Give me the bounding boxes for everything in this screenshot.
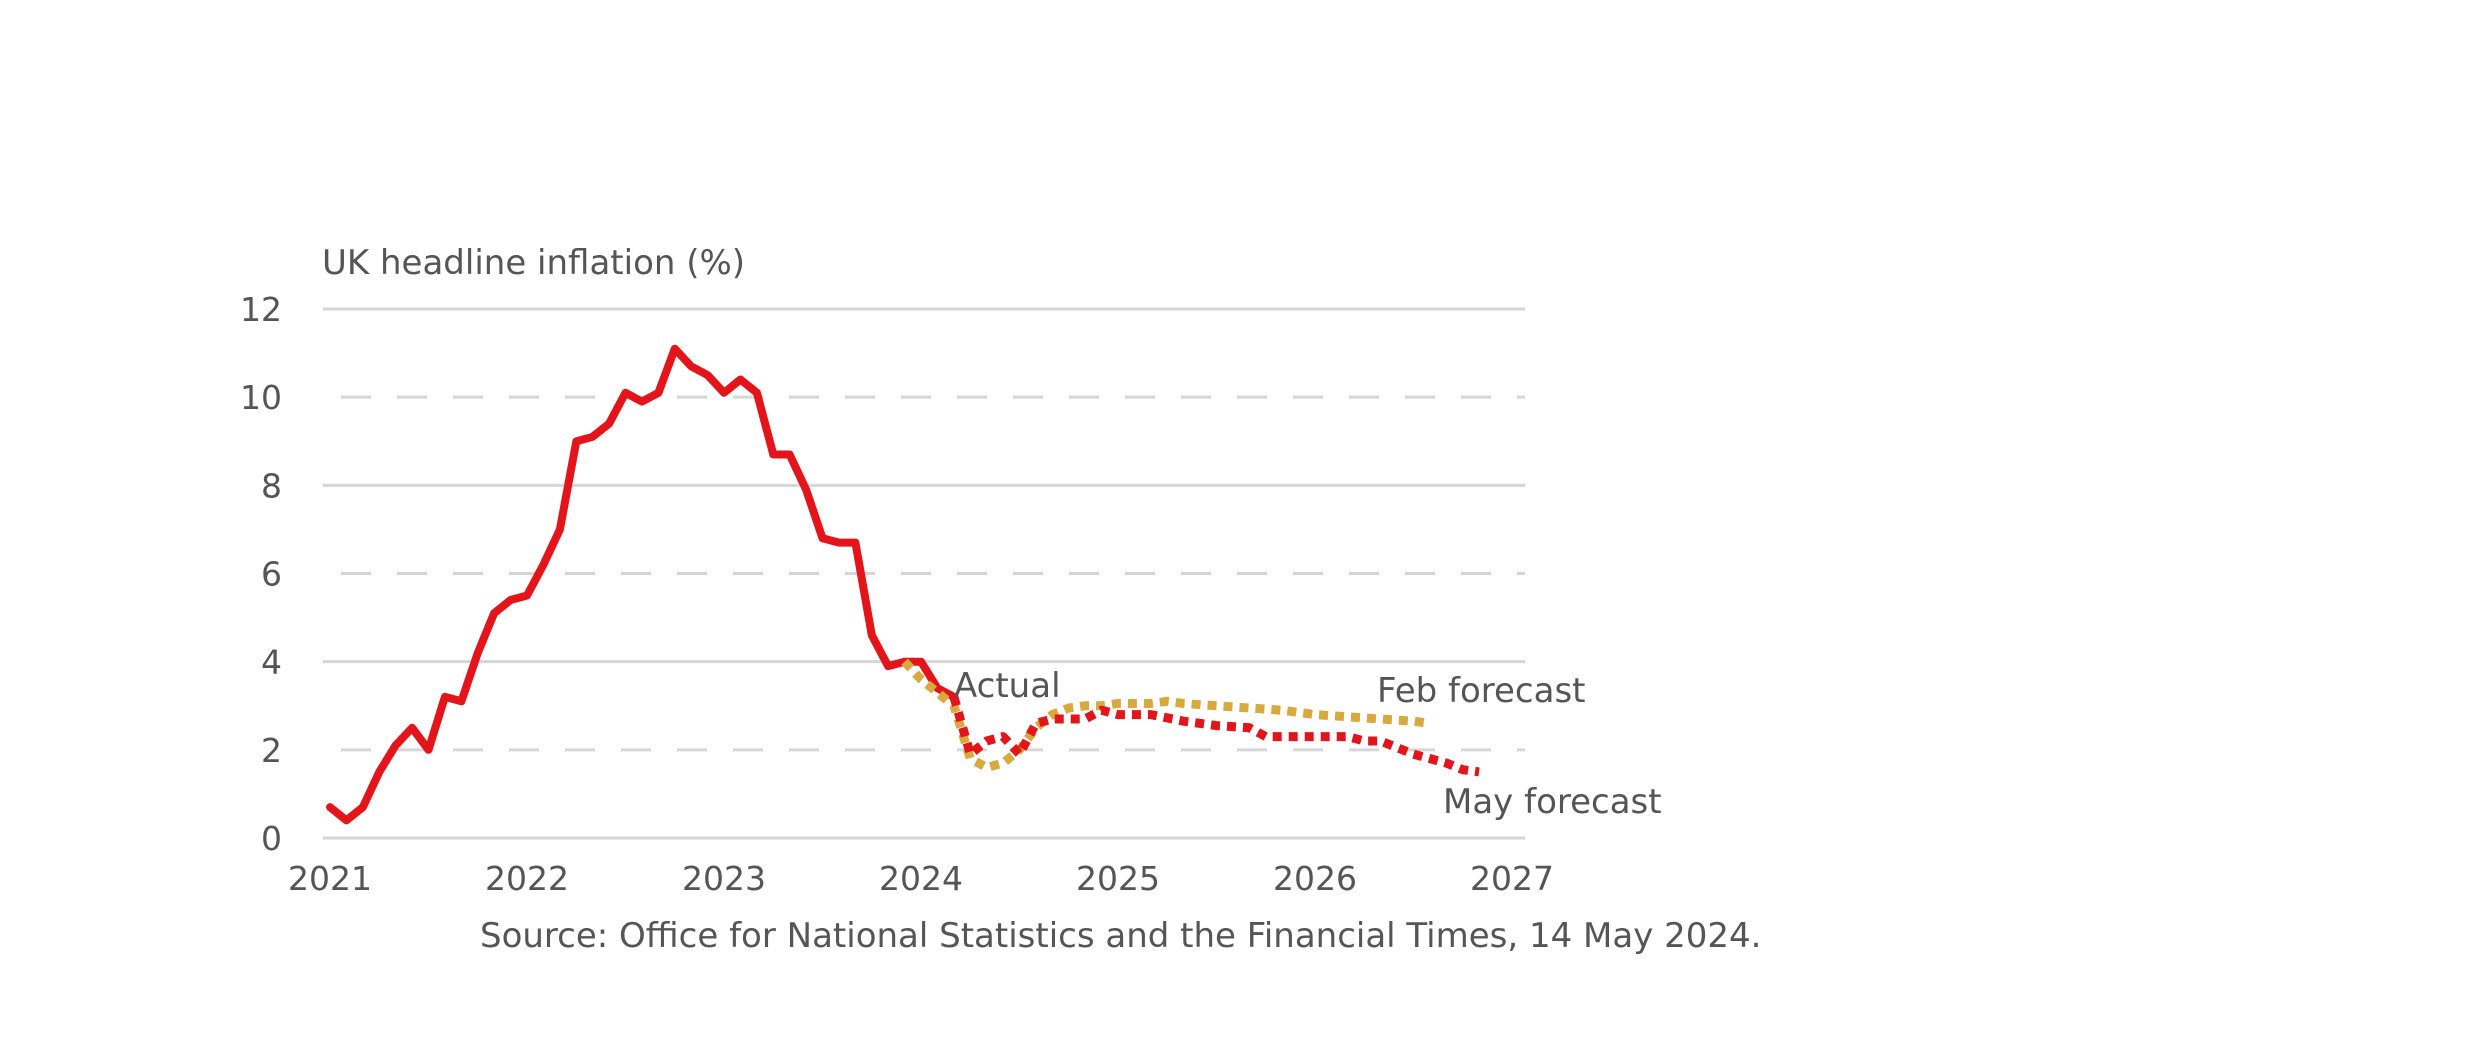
y-tick-label: 2	[261, 731, 282, 770]
y-tick-label: 4	[261, 643, 282, 682]
series-feb-forecast	[901, 658, 1431, 772]
series-lines	[326, 344, 1480, 825]
x-tick-label: 2021	[288, 859, 372, 898]
x-tick-label: 2024	[879, 859, 963, 898]
x-tick-label: 2022	[485, 859, 569, 898]
y-axis-label: UK headline inflation (%)	[322, 243, 745, 283]
series-may-forecast	[949, 695, 1480, 777]
series-actual	[326, 344, 958, 825]
y-tick-label: 8	[261, 466, 282, 505]
y-tick-label: 0	[261, 819, 282, 858]
x-axis-ticks: 2021 2022 2023 2024 2025 2026 2027	[288, 859, 1554, 898]
x-tick-label: 2026	[1273, 859, 1357, 898]
annotation-actual: Actual	[954, 666, 1061, 706]
y-tick-label: 10	[240, 378, 282, 417]
y-tick-label: 6	[261, 555, 282, 594]
gridlines	[323, 307, 1525, 840]
y-tick-label: 12	[240, 290, 282, 329]
source-note: Source: Office for National Statistics a…	[480, 916, 1761, 956]
y-axis-ticks: 0 2 4 6 8 10 12	[240, 290, 282, 858]
x-tick-label: 2027	[1470, 859, 1554, 898]
annotation-feb-forecast: Feb forecast	[1377, 671, 1586, 711]
x-tick-label: 2025	[1076, 859, 1160, 898]
annotation-may-forecast: May forecast	[1443, 782, 1662, 822]
x-tick-label: 2023	[682, 859, 766, 898]
